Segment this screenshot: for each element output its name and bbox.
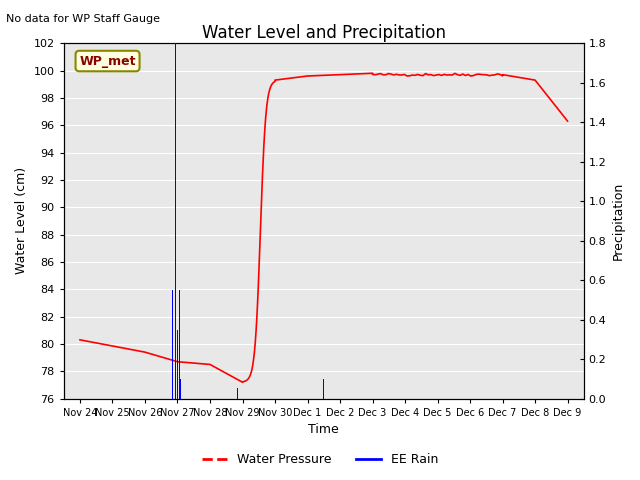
Bar bbox=[172, 290, 173, 398]
Bar bbox=[323, 379, 324, 398]
Bar bbox=[177, 329, 178, 398]
Legend: Water Pressure, EE Rain: Water Pressure, EE Rain bbox=[196, 448, 444, 471]
Title: Water Level and Precipitation: Water Level and Precipitation bbox=[202, 24, 446, 42]
Bar bbox=[180, 379, 181, 398]
Bar bbox=[175, 43, 176, 398]
Text: No data for WP Staff Gauge: No data for WP Staff Gauge bbox=[6, 14, 161, 24]
Bar bbox=[534, 379, 536, 398]
Y-axis label: Precipitation: Precipitation bbox=[612, 182, 625, 260]
Text: WP_met: WP_met bbox=[79, 55, 136, 68]
X-axis label: Time: Time bbox=[308, 423, 339, 436]
Bar bbox=[237, 388, 238, 398]
Y-axis label: Water Level (cm): Water Level (cm) bbox=[15, 168, 28, 275]
